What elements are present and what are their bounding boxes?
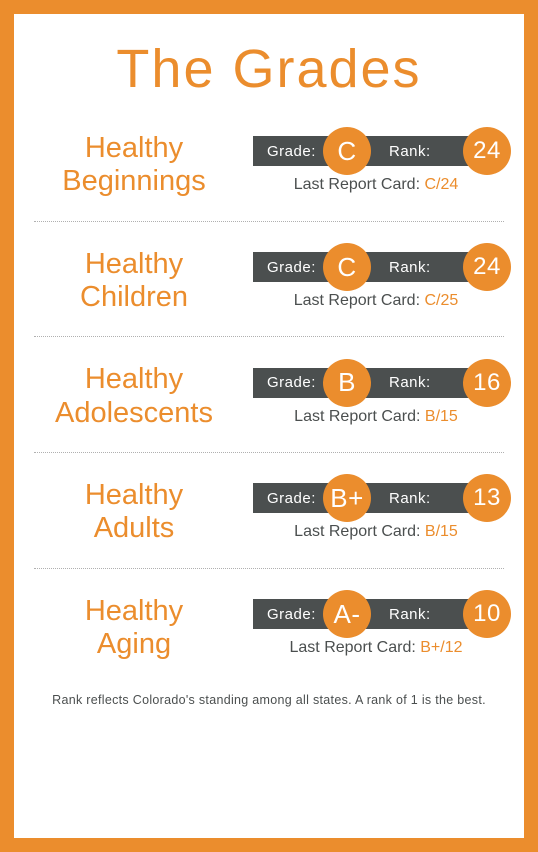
grade-row-right: Grade: C Rank: 24 Last Report Card: C/24	[248, 136, 504, 194]
category-label: Healthy Beginnings	[34, 132, 234, 199]
last-report-card: Last Report Card: B/15	[294, 523, 458, 541]
category-label: Healthy Adolescents	[34, 363, 234, 430]
category-line2: Beginnings	[62, 165, 206, 197]
row-divider	[34, 221, 504, 222]
grade-row-right: Grade: B Rank: 16 Last Report Card: B/15	[248, 368, 504, 426]
category-label: Healthy Adults	[34, 479, 234, 546]
grades-list: Healthy Beginnings Grade: C Rank: 24 Las…	[34, 128, 504, 683]
footnote: Rank reflects Colorado's standing among …	[34, 693, 504, 707]
grade-label: Grade:	[267, 490, 316, 507]
last-report-card: Last Report Card: C/25	[294, 292, 459, 310]
grade-row-right: Grade: C Rank: 24 Last Report Card: C/25	[248, 252, 504, 310]
grade-label: Grade:	[267, 143, 316, 160]
last-prefix: Last Report Card:	[290, 639, 421, 656]
grade-row: Healthy Children Grade: C Rank: 24 Last …	[34, 244, 504, 337]
grade-row-right: Grade: B+ Rank: 13 Last Report Card: B/1…	[248, 483, 504, 541]
category-line2: Children	[80, 281, 188, 313]
grade-value: B	[323, 359, 371, 407]
category-line2: Aging	[97, 628, 171, 660]
rank-label: Rank:	[389, 606, 431, 623]
category-line2: Adolescents	[55, 397, 213, 429]
grade-rank-pill: Grade: A- Rank: 10	[253, 599, 499, 629]
rank-value: 10	[463, 590, 511, 638]
grade-label: Grade:	[267, 606, 316, 623]
rank-value: 24	[463, 127, 511, 175]
last-value: B/15	[425, 523, 458, 540]
grade-rank-pill: Grade: B+ Rank: 13	[253, 483, 499, 513]
grade-rank-pill: Grade: C Rank: 24	[253, 136, 499, 166]
grade-value: C	[323, 127, 371, 175]
grade-row: Healthy Aging Grade: A- Rank: 10 Last Re…	[34, 591, 504, 684]
category-line1: Healthy	[85, 479, 183, 511]
rank-label: Rank:	[389, 374, 431, 391]
rank-value: 16	[463, 359, 511, 407]
page-title: The Grades	[34, 38, 504, 100]
last-prefix: Last Report Card:	[294, 176, 425, 193]
grade-value: B+	[323, 474, 371, 522]
row-divider	[34, 336, 504, 337]
rank-value: 24	[463, 243, 511, 291]
category-line2: Adults	[94, 512, 175, 544]
category-line1: Healthy	[85, 363, 183, 395]
category-label: Healthy Aging	[34, 595, 234, 662]
grade-row-right: Grade: A- Rank: 10 Last Report Card: B+/…	[248, 599, 504, 657]
category-line1: Healthy	[85, 132, 183, 164]
row-divider	[34, 452, 504, 453]
grade-label: Grade:	[267, 374, 316, 391]
rank-label: Rank:	[389, 490, 431, 507]
rank-label: Rank:	[389, 143, 431, 160]
row-divider	[34, 568, 504, 569]
grade-row: Healthy Adolescents Grade: B Rank: 16 La…	[34, 359, 504, 452]
category-line1: Healthy	[85, 248, 183, 280]
grade-value: C	[323, 243, 371, 291]
category-line1: Healthy	[85, 595, 183, 627]
last-prefix: Last Report Card:	[294, 292, 425, 309]
rank-value: 13	[463, 474, 511, 522]
last-prefix: Last Report Card:	[294, 523, 425, 540]
card-frame: The Grades Healthy Beginnings Grade: C R…	[0, 0, 538, 852]
grade-rank-pill: Grade: B Rank: 16	[253, 368, 499, 398]
rank-label: Rank:	[389, 259, 431, 276]
last-report-card: Last Report Card: C/24	[294, 176, 459, 194]
grade-row: Healthy Beginnings Grade: C Rank: 24 Las…	[34, 128, 504, 221]
grade-rank-pill: Grade: C Rank: 24	[253, 252, 499, 282]
last-report-card: Last Report Card: B/15	[294, 408, 458, 426]
last-report-card: Last Report Card: B+/12	[290, 639, 463, 657]
grade-label: Grade:	[267, 259, 316, 276]
last-value: B+/12	[420, 639, 462, 656]
last-prefix: Last Report Card:	[294, 408, 425, 425]
category-label: Healthy Children	[34, 248, 234, 315]
grade-row: Healthy Adults Grade: B+ Rank: 13 Last R…	[34, 475, 504, 568]
grade-value: A-	[323, 590, 371, 638]
last-value: B/15	[425, 408, 458, 425]
last-value: C/24	[424, 176, 458, 193]
last-value: C/25	[424, 292, 458, 309]
